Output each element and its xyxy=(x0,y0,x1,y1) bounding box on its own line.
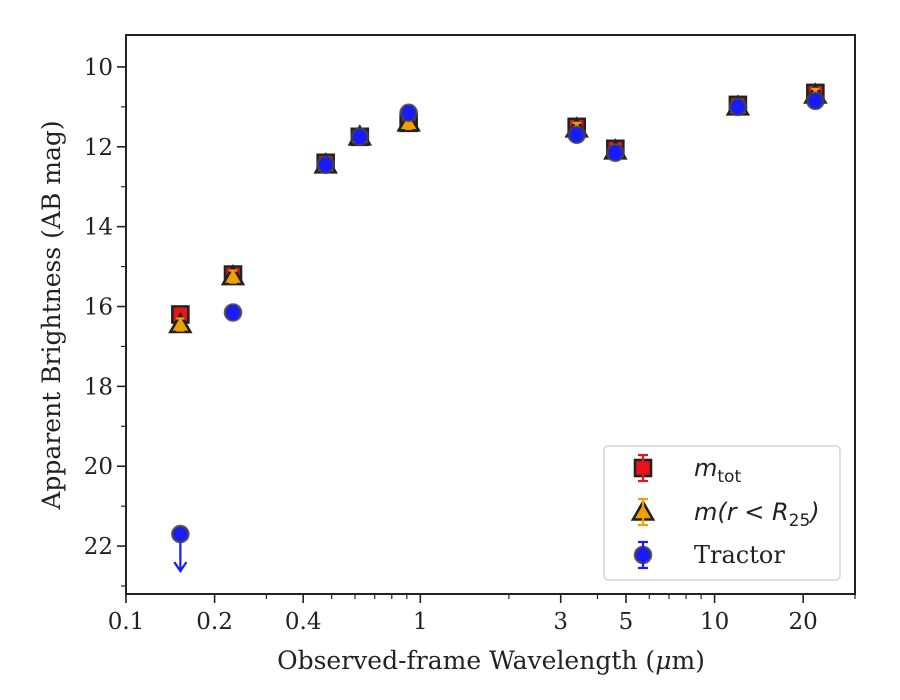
y-tick-label: 18 xyxy=(84,374,113,400)
y-axis: 10 12 14 16 18 20 22 xyxy=(84,55,126,587)
series-tractor xyxy=(171,91,825,574)
x-tick-label: 3 xyxy=(553,609,568,635)
x-axis-label-suffix: m) xyxy=(671,646,704,675)
x-axis-label-prefix: Observed-frame Wavelength ( xyxy=(277,646,655,675)
series-m-r-less-r25 xyxy=(168,82,828,334)
data-marks xyxy=(168,82,828,574)
x-tick-label: 20 xyxy=(789,609,818,635)
legend-label-sub: 25 xyxy=(789,511,811,531)
legend-box xyxy=(603,445,841,581)
x-axis: 0.1 0.2 0.4 1 3 5 10 20 xyxy=(108,594,856,635)
legend-label-sub: tot xyxy=(717,467,741,487)
legend-label-main: m(r < R xyxy=(694,498,789,526)
y-tick-label: 16 xyxy=(84,295,113,321)
x-tick-label: 0.2 xyxy=(196,609,233,635)
x-axis-label: Observed-frame Wavelength (μm) xyxy=(277,646,705,675)
x-tick-label: 10 xyxy=(700,609,729,635)
y-tick-label: 20 xyxy=(84,454,113,480)
legend-label: Tractor xyxy=(694,541,785,569)
y-tick-label: 14 xyxy=(84,215,113,241)
legend: mtot m(r < R25) Tractor xyxy=(603,445,841,581)
legend-entry-m-r-less-r25: m(r < R25) xyxy=(630,497,820,531)
legend-label: m(r < R25) xyxy=(694,498,820,531)
series-m-tot xyxy=(171,83,825,324)
plot-frame xyxy=(125,34,856,595)
y-tick-label: 22 xyxy=(84,534,113,560)
legend-label-main: m xyxy=(694,454,717,482)
legend-label: mtot xyxy=(694,454,741,487)
x-tick-label: 5 xyxy=(619,609,634,635)
x-axis-label-mu: μ xyxy=(655,646,671,675)
y-tick-label: 10 xyxy=(84,55,113,81)
legend-label-end: ) xyxy=(808,498,819,526)
upper-limit-arrowhead xyxy=(173,561,188,574)
x-tick-label: 0.1 xyxy=(108,609,145,635)
data-point xyxy=(171,524,190,544)
legend-entry-m-tot: mtot xyxy=(633,453,741,487)
y-axis-label: Apparent Brightness (AB mag) xyxy=(37,120,66,510)
legend-entry-tractor: Tractor xyxy=(633,540,785,570)
x-tick-label: 1 xyxy=(413,609,428,635)
y-tick-label: 12 xyxy=(84,135,113,161)
x-tick-label: 0.4 xyxy=(285,609,322,635)
